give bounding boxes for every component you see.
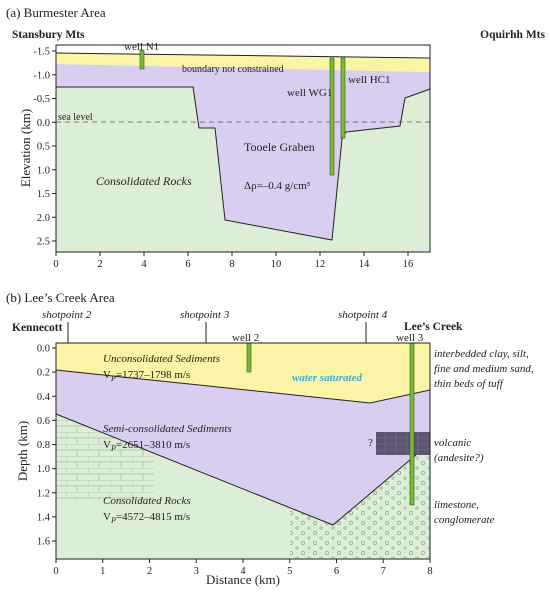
panel-b-xtick-label: 5 [287,566,292,577]
kennecott-label: Kennecott [12,322,63,334]
panel-b-ytick-label: 1.2 [37,488,50,499]
note-volcanic-line-1: volcanic [434,437,471,449]
oquirrh-label: Oquirhh Mts [480,29,545,41]
panel-a-consolidated-label: Consolidated Rocks [96,174,192,188]
well-hc1-bar [340,57,346,139]
stansbury-label: Stansbury Mts [12,29,85,41]
limestone-pattern-left [56,414,154,500]
vp2-label: VP=2651–3810 m/s [103,439,190,453]
note-limestone-line-1: limestone, [434,499,479,511]
panel-b-xtick-label: 4 [240,566,246,577]
panel-a-xtick-label: 8 [229,259,234,270]
lees-creek-label: Lee’s Creek [404,321,463,333]
panel-a-xtick-label: 16 [403,259,414,270]
panel-b-consolidated-label: Consolidated Rocks [103,495,191,507]
panel-a-xtick-label: 2 [97,259,102,270]
panel-a-xtick-label: 14 [359,259,370,270]
well-n1-bar [139,49,145,70]
well-3-bar [409,342,415,506]
conglomerate-pattern [290,443,430,559]
well-3-label: well 3 [396,332,424,344]
note-limestone-line-2: conglomerate [434,514,495,526]
panel-a-consolidated-rocks [56,87,430,252]
note-volcanic-line-2: (andesite?) [434,452,484,464]
panel-b-title: (b) Lee’s Creek Area [6,290,115,305]
panel-b-ytick-label: 0.8 [37,440,50,451]
volcanic-texture [376,432,430,455]
panel-a-ytick-label: 2.0 [37,213,50,224]
panel-b-xtick-label: 8 [427,566,432,577]
panel-a-ytick-label: -0.5 [33,94,50,105]
panel-a-unconsolidated [56,53,430,72]
panel-a-surface [55,52,431,59]
well-2-bar [246,342,252,373]
panel-a-ytick-label: -1.0 [33,70,50,81]
panel-b-lower-boundary [55,413,431,526]
panel-a-ytick-label: 2.5 [37,237,50,248]
panel-b-xtick-label: 1 [100,566,105,577]
panel-b-ytick-label: 1.6 [37,537,50,548]
note-clay-line-2: fine and medium sand, [434,363,534,375]
panel-b-ytick-label: 1.0 [37,464,50,475]
panel-a-basement-boundary [56,86,431,241]
shotpoint-2-label: shotpoint 2 [42,309,92,321]
panel-a-ytick-label: -1.5 [33,47,50,58]
shotpoint-4-label: shotpoint 4 [338,309,388,321]
panel-a-ytick-label: 0.5 [37,142,50,153]
panel-a-frame [55,44,431,253]
unconsolidated-label: Unconsolidated Sediments [103,353,220,365]
panel-b-xtick-label: 7 [381,566,386,577]
panel-a-xtick-label: 12 [315,259,326,270]
panel-a-ticks: 0 2 4 6 8 10 12 14 16 -1.5 -1.0 -0.5 0.0 0.5 1.0 1.5 2.0… [33,47,413,271]
panel-a-xtick-label: 10 [271,259,282,270]
panel-a-ylabel: Elevation (km) [18,109,33,187]
panel-a-ytick-label: 0.0 [37,118,50,129]
panel-b-ytick-label: 1.4 [37,512,51,523]
boundary-note: boundary not constrained [182,64,284,75]
well-wg1-bar [329,57,335,176]
panel-b-ticks: 0 1 2 3 4 5 6 7 8 0.0 0.2 0.4 0.6 0.8 1.0 1.2 1.4 1.6 [37,344,433,578]
panel-b-ytick-label: 0.4 [37,392,51,403]
panel-b: (b) Lee’s Creek Area shotpoint 2 shotpoi… [6,290,534,587]
tooele-graben-label: Tooele Graben [244,140,315,154]
panel-b-ytick-label: 0.6 [37,416,50,427]
panel-a: (a) Burmester Area Stansbury Mts Oquirhh… [6,5,546,270]
panel-b-ytick-label: 0.0 [37,344,50,355]
volcanic-question-mark: ? [368,437,373,449]
vp3-label: VP=4572–4815 m/s [103,511,190,525]
panel-b-xtick-label: 0 [53,566,58,577]
well-hc1-label: well HC1 [348,74,390,86]
water-saturated-label: water saturated [292,372,362,384]
volcanic-body [376,432,430,455]
panel-a-ytick-label: 1.5 [37,189,50,200]
panel-a-title: (a) Burmester Area [6,5,106,20]
panel-a-xtick-label: 0 [53,259,58,270]
panel-b-xtick-label: 6 [334,566,339,577]
note-clay-line-3: thin beds of tuff [434,378,505,390]
semi-consolidated-label: Semi-consolidated Sediments [103,423,232,435]
density-contrast-label: Δρ=–0.4 g/cm³ [244,180,311,192]
shotpoint-3-label: shotpoint 3 [180,309,230,321]
panel-a-ytick-label: 1.0 [37,165,50,176]
vp1-label: VP=1737–1798 m/s [103,369,190,383]
panel-b-semi-consolidated [56,370,430,525]
panel-b-unconsolidated [56,343,430,403]
panel-b-xtick-label: 2 [147,566,152,577]
panel-b-ytick-label: 0.2 [37,368,50,379]
sea-level-label: sea level [58,112,93,123]
panel-b-ylabel: Depth (km) [15,421,30,481]
panel-b-xlabel: Distance (km) [206,572,280,587]
panel-a-xtick-label: 4 [141,259,147,270]
well-n1-label: well N1 [124,41,159,53]
well-wg1-label: well WG1 [287,87,332,99]
panel-b-xtick-label: 3 [194,566,199,577]
panel-a-semi-consolidated [56,64,430,240]
panel-a-xtick-label: 6 [185,259,190,270]
well-2-label: well 2 [232,332,259,344]
note-clay-line-1: interbedded clay, silt, [434,348,529,360]
